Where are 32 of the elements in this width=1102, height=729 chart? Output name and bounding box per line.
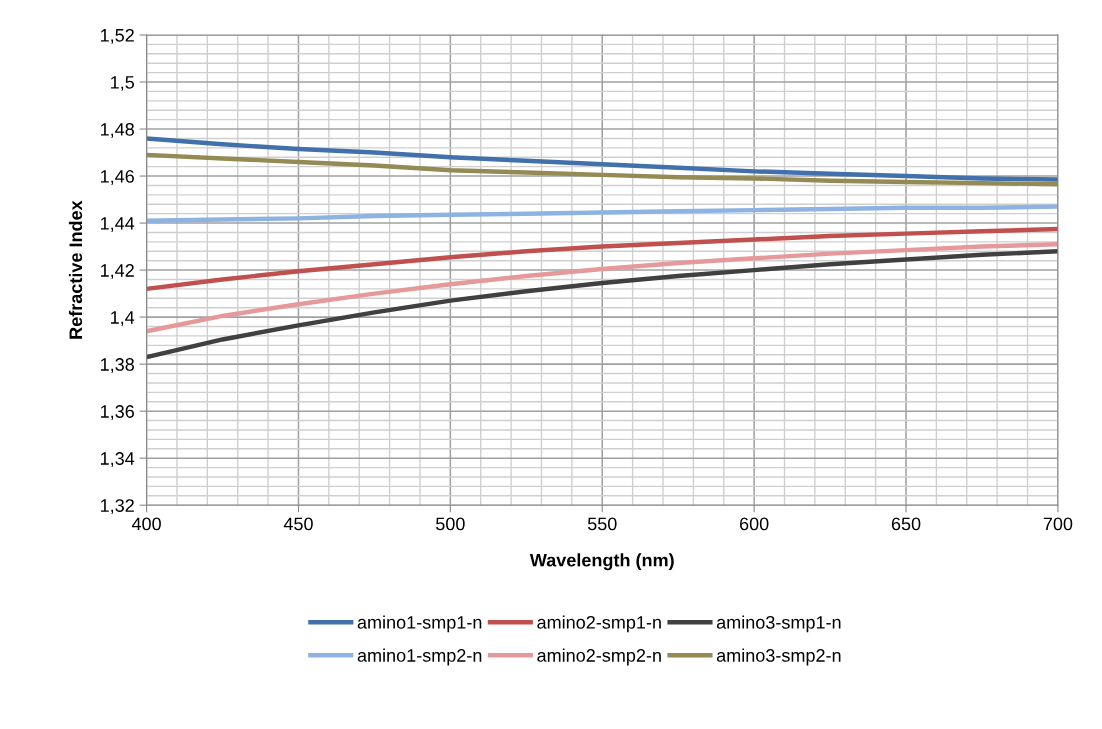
y-tick-label: 1,46 [101,169,134,185]
y-axis-title: Refractive Index [68,200,83,339]
line-series [146,152,1058,187]
x-tick-label: 600 [739,517,769,531]
line-series [146,242,1058,334]
x-tick-label: 550 [587,517,617,531]
y-tick-label: 1,52 [101,28,134,44]
legend-label: amino3-smp1-n [716,615,841,633]
line-series [146,204,1058,223]
y-tick-label: 1,32 [101,499,134,515]
x-tick-label: 700 [1043,517,1073,531]
y-tick-label: 1,42 [101,264,134,279]
y-tick-label: 1,5 [111,76,135,91]
legend-label: amino3-smp2-n [716,648,841,666]
y-tick-label: 1,44 [101,217,135,232]
x-axis-title: Wavelength (nm) [529,553,674,571]
x-tick-label: 500 [436,517,465,531]
legend-label: amino2-smp2-n [537,648,661,666]
x-tick-label: 450 [283,517,313,531]
y-tick-label: 1,38 [101,358,134,373]
y-tick-label: 1,4 [111,311,135,326]
line-series [146,249,1058,360]
y-tick-label: 1,36 [101,405,134,421]
x-tick-label: 400 [131,517,161,531]
legend-label: amino1-smp1-n [357,615,482,633]
x-tick-label: 650 [891,517,921,531]
legend-label: amino1-smp2-n [357,648,482,666]
line-series [146,226,1058,292]
line-series [146,136,1058,182]
legend-label: amino2-smp1-n [537,615,661,633]
y-tick-label: 1,34 [101,452,135,468]
y-tick-label: 1,48 [101,122,134,138]
